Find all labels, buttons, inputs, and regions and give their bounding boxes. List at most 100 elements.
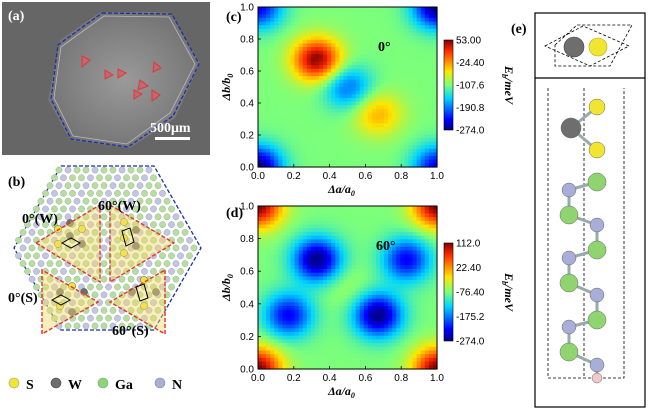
heatmap-cell: [432, 83, 438, 88]
heatmap-cell: [416, 65, 422, 70]
heatmap-cell: [302, 134, 308, 139]
heatmap-cell: [335, 343, 340, 348]
heatmap-cell: [302, 7, 308, 12]
heatmap-cell: [355, 231, 361, 237]
heatmap-cell: [339, 50, 345, 55]
heatmap-cell: [327, 209, 332, 214]
heatmap-cell: [258, 47, 263, 52]
heatmap-cell: [298, 365, 304, 370]
heatmap-cell: [302, 148, 308, 154]
heatmap-cell: [282, 217, 288, 222]
heatmap-cell: [290, 220, 296, 226]
heatmap-cell: [359, 90, 365, 95]
heatmap-cell: [339, 108, 345, 114]
heatmap-cell: [420, 108, 426, 114]
heatmap-cell: [327, 239, 332, 244]
heatmap-cell: [331, 231, 336, 237]
heatmap-cell: [290, 54, 296, 59]
heatmap-cell: [420, 32, 426, 37]
heatmap-cell: [262, 97, 267, 103]
heatmap-cell: [351, 65, 357, 70]
heatmap-cell: [331, 306, 336, 311]
heatmap-cell: [359, 7, 365, 12]
heatmap-cell: [355, 116, 361, 121]
lattice-atom: [69, 299, 76, 306]
heatmap-cell: [310, 206, 316, 211]
heatmap-cell: [298, 354, 304, 359]
heatmap-cell: [371, 317, 377, 322]
heatmap-cell: [258, 354, 263, 359]
heatmap-cell: [351, 243, 357, 248]
atom: [588, 141, 606, 159]
heatmap-cell: [302, 357, 308, 363]
heatmap-cell: [375, 21, 381, 26]
heatmap-cell: [302, 141, 308, 146]
heatmap-cell: [306, 134, 312, 139]
heatmap-cell: [343, 83, 349, 88]
domain-atom: [54, 240, 62, 248]
heatmap-cell: [314, 7, 320, 12]
heatmap-cell: [363, 213, 369, 218]
heatmap-cell: [375, 209, 381, 214]
heatmap-cell: [416, 47, 422, 52]
heatmap-cell: [420, 265, 426, 270]
heatmap-cell: [310, 298, 316, 303]
heatmap-cell: [396, 250, 401, 255]
heatmap-cell: [404, 94, 410, 99]
heatmap-cell: [392, 328, 397, 333]
heatmap-cell: [380, 365, 385, 370]
heatmap-cell: [327, 36, 332, 41]
heatmap-cell: [306, 17, 312, 23]
heatmap-cell: [347, 10, 353, 15]
heatmap-cell: [432, 76, 438, 81]
heatmap-cell: [339, 72, 345, 77]
heatmap-cell: [347, 163, 353, 168]
atom: [561, 319, 577, 335]
heatmap-cell: [323, 61, 328, 66]
heatmap-cell: [375, 324, 381, 329]
heatmap-cell: [282, 130, 288, 135]
heatmap-cell: [286, 152, 292, 157]
heatmap-cell: [396, 268, 401, 274]
heatmap-cell: [367, 28, 373, 34]
heatmap-cell: [432, 145, 438, 150]
heatmap-cell: [351, 116, 357, 121]
heatmap-cell: [396, 137, 401, 143]
heatmap-cell: [420, 7, 426, 12]
heatmap-cell: [270, 265, 275, 270]
heatmap-cell: [363, 130, 369, 135]
lattice-atom: [55, 213, 63, 221]
y-axis-label: Δb/b0: [219, 74, 235, 102]
heatmap-cell: [290, 14, 296, 19]
heatmap-cell: [428, 39, 434, 44]
heatmap-cell: [319, 108, 324, 114]
heatmap-cell: [412, 335, 418, 340]
heatmap-cell: [408, 39, 414, 44]
heatmap-cell: [262, 346, 267, 352]
heatmap-cell: [335, 130, 340, 135]
heatmap-cell: [294, 25, 300, 30]
heatmap-cell: [420, 313, 426, 318]
heatmap-cell: [388, 287, 393, 292]
heatmap-cell: [278, 7, 284, 12]
heatmap-cell: [428, 306, 434, 311]
heatmap-cell: [314, 47, 320, 52]
heatmap-cell: [432, 61, 438, 66]
heatmap-cell: [416, 328, 422, 333]
heatmap-cell: [432, 224, 438, 229]
heatmap-cell: [392, 10, 397, 15]
heatmap-cell: [314, 57, 320, 63]
heatmap-cell: [278, 28, 284, 34]
colorbar-tick-label: -24.40: [456, 58, 485, 69]
heatmap-cell: [270, 335, 275, 340]
heatmap-cell: [302, 250, 308, 255]
heatmap-cell: [380, 32, 385, 37]
heatmap-cell: [363, 361, 369, 366]
heatmap-cell: [323, 152, 328, 157]
heatmap-cell: [274, 283, 279, 289]
heatmap-cell: [262, 108, 267, 114]
heatmap-cell: [282, 101, 288, 106]
heatmap-cell: [274, 83, 279, 88]
heatmap-cell: [363, 28, 369, 34]
heatmap-cell: [359, 39, 365, 44]
